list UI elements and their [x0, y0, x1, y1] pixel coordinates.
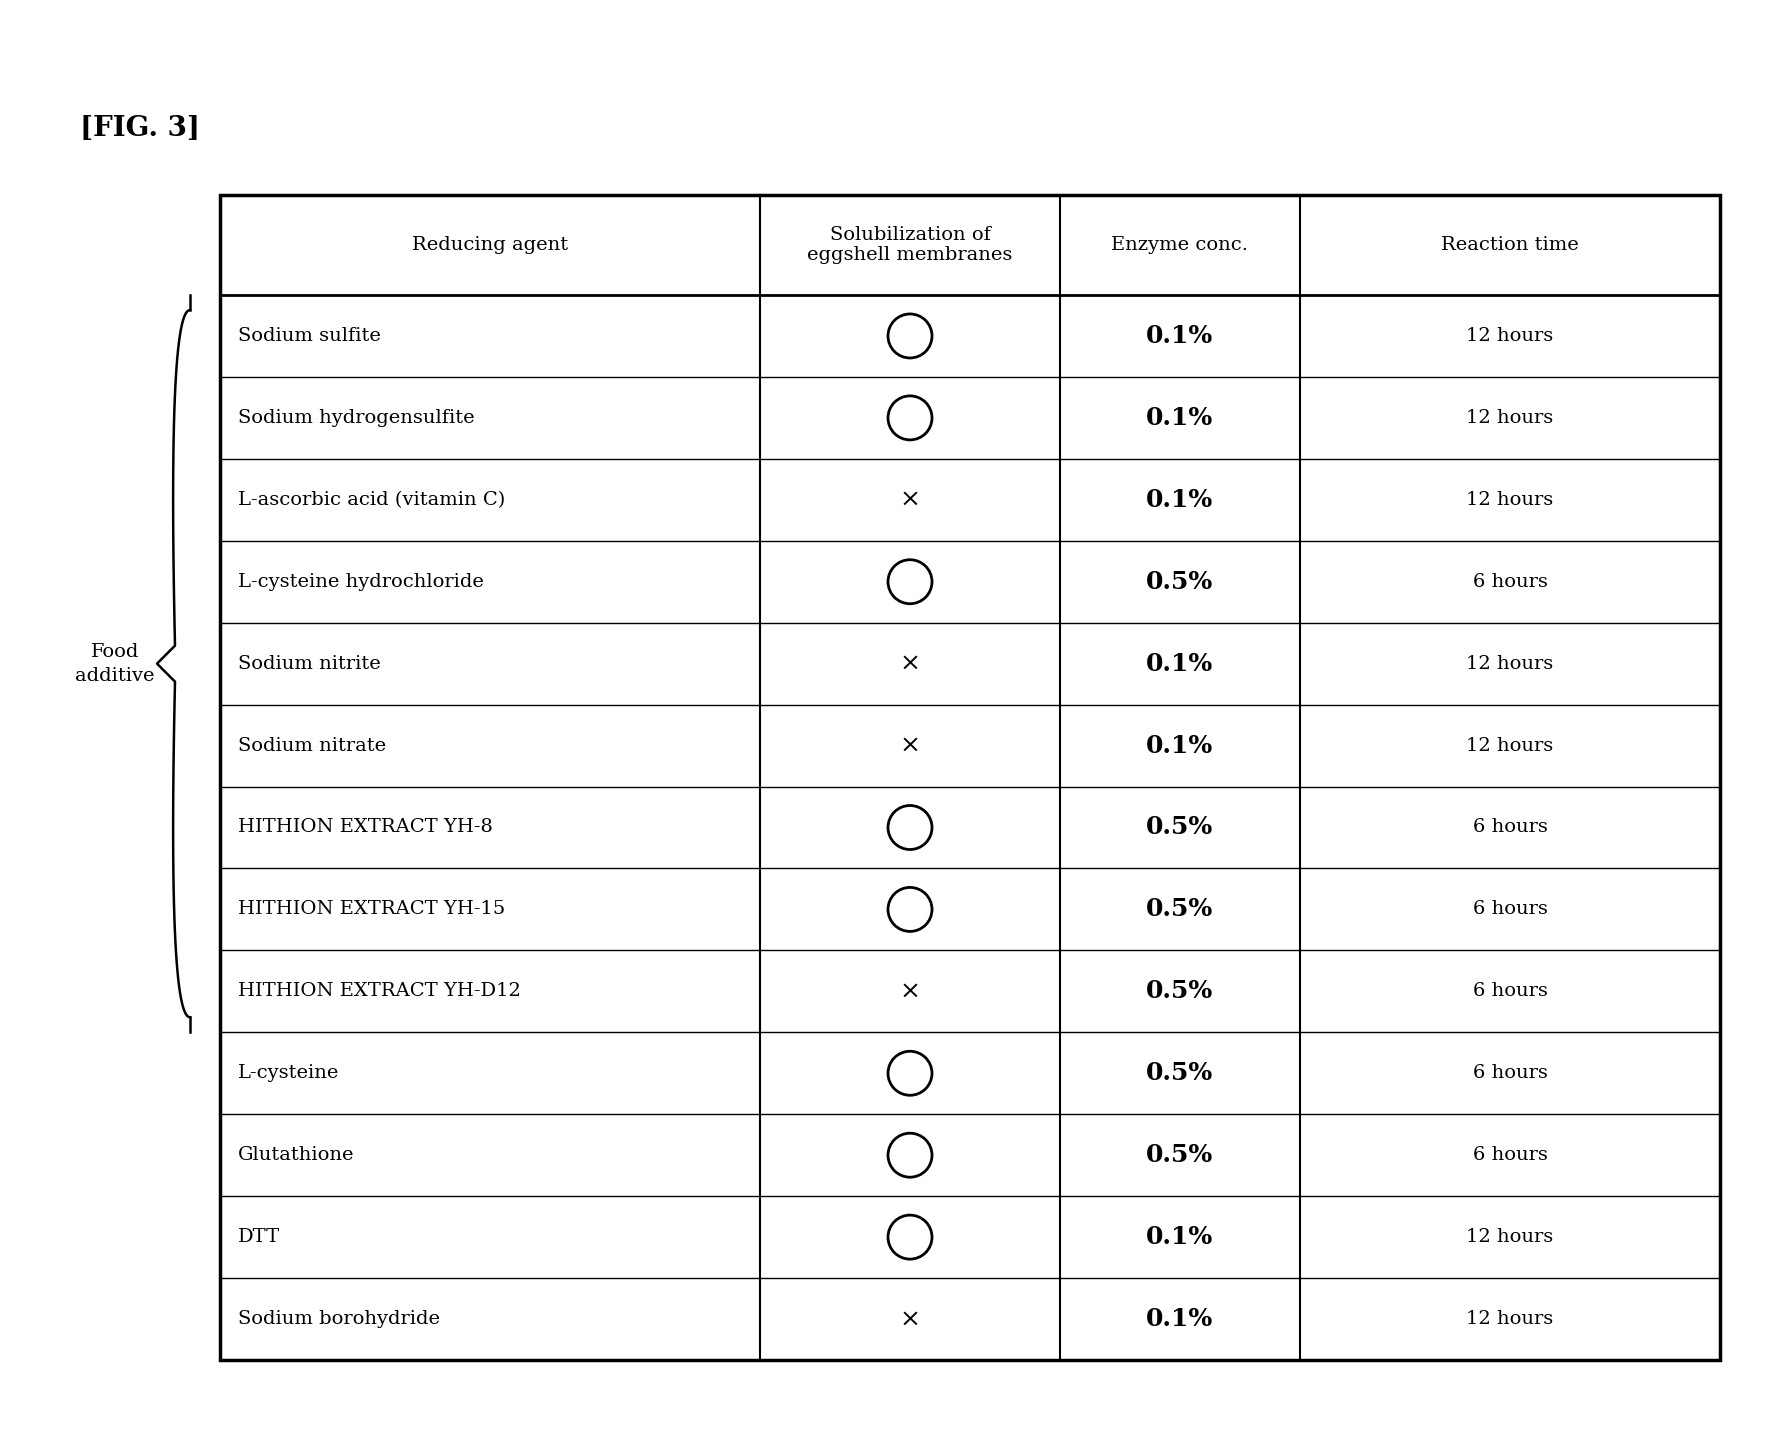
Text: Sodium nitrate: Sodium nitrate	[237, 737, 387, 754]
Text: HITHION EXTRACT YH-D12: HITHION EXTRACT YH-D12	[237, 982, 520, 1001]
Text: Sodium sulfite: Sodium sulfite	[237, 327, 381, 345]
Text: 0.1%: 0.1%	[1146, 487, 1214, 512]
Text: 0.1%: 0.1%	[1146, 324, 1214, 348]
Text: 12 hours: 12 hours	[1465, 327, 1552, 345]
Text: 12 hours: 12 hours	[1465, 410, 1552, 427]
Text: 0.5%: 0.5%	[1146, 816, 1214, 839]
Text: L-cysteine: L-cysteine	[237, 1064, 339, 1083]
Text: Enzyme conc.: Enzyme conc.	[1110, 236, 1247, 254]
Text: L-ascorbic acid (vitamin C): L-ascorbic acid (vitamin C)	[237, 490, 504, 509]
Text: 12 hours: 12 hours	[1465, 1229, 1552, 1246]
Text: 12 hours: 12 hours	[1465, 737, 1552, 754]
Text: 6 hours: 6 hours	[1472, 982, 1547, 1001]
Text: Solubilization of
eggshell membranes: Solubilization of eggshell membranes	[807, 225, 1012, 264]
Text: ×: ×	[898, 1308, 920, 1331]
Text: ×: ×	[898, 489, 920, 512]
Text: Sodium borohydride: Sodium borohydride	[237, 1309, 440, 1328]
Text: 0.5%: 0.5%	[1146, 979, 1214, 1004]
Text: 0.1%: 0.1%	[1146, 1306, 1214, 1331]
Text: 6 hours: 6 hours	[1472, 819, 1547, 836]
Text: 6 hours: 6 hours	[1472, 1146, 1547, 1164]
Text: ×: ×	[898, 734, 920, 757]
Text: HITHION EXTRACT YH-15: HITHION EXTRACT YH-15	[237, 900, 504, 919]
Text: 12 hours: 12 hours	[1465, 490, 1552, 509]
Text: 0.1%: 0.1%	[1146, 652, 1214, 676]
Text: 6 hours: 6 hours	[1472, 572, 1547, 591]
Text: [FIG. 3]: [FIG. 3]	[80, 115, 200, 141]
Text: 0.5%: 0.5%	[1146, 1061, 1214, 1086]
Text: 0.1%: 0.1%	[1146, 405, 1214, 430]
Text: Glutathione: Glutathione	[237, 1146, 355, 1164]
Text: additive: additive	[75, 666, 155, 685]
Text: Reducing agent: Reducing agent	[412, 236, 568, 254]
Text: ×: ×	[898, 981, 920, 1002]
Text: DTT: DTT	[237, 1229, 280, 1246]
Text: 12 hours: 12 hours	[1465, 1309, 1552, 1328]
Text: 0.5%: 0.5%	[1146, 1144, 1214, 1167]
Text: Food: Food	[91, 643, 139, 660]
Text: 0.5%: 0.5%	[1146, 570, 1214, 594]
Text: 0.5%: 0.5%	[1146, 897, 1214, 921]
Text: HITHION EXTRACT YH-8: HITHION EXTRACT YH-8	[237, 819, 492, 836]
Bar	[219, 195, 1720, 1360]
Text: Sodium hydrogensulfite: Sodium hydrogensulfite	[237, 410, 474, 427]
Text: 12 hours: 12 hours	[1465, 655, 1552, 672]
Text: 6 hours: 6 hours	[1472, 900, 1547, 919]
Text: Reaction time: Reaction time	[1440, 236, 1579, 254]
Text: ×: ×	[898, 652, 920, 675]
Text: 0.1%: 0.1%	[1146, 1226, 1214, 1249]
Text: Sodium nitrite: Sodium nitrite	[237, 655, 381, 672]
Text: 0.1%: 0.1%	[1146, 734, 1214, 757]
Text: 6 hours: 6 hours	[1472, 1064, 1547, 1083]
Text: L-cysteine hydrochloride: L-cysteine hydrochloride	[237, 572, 483, 591]
